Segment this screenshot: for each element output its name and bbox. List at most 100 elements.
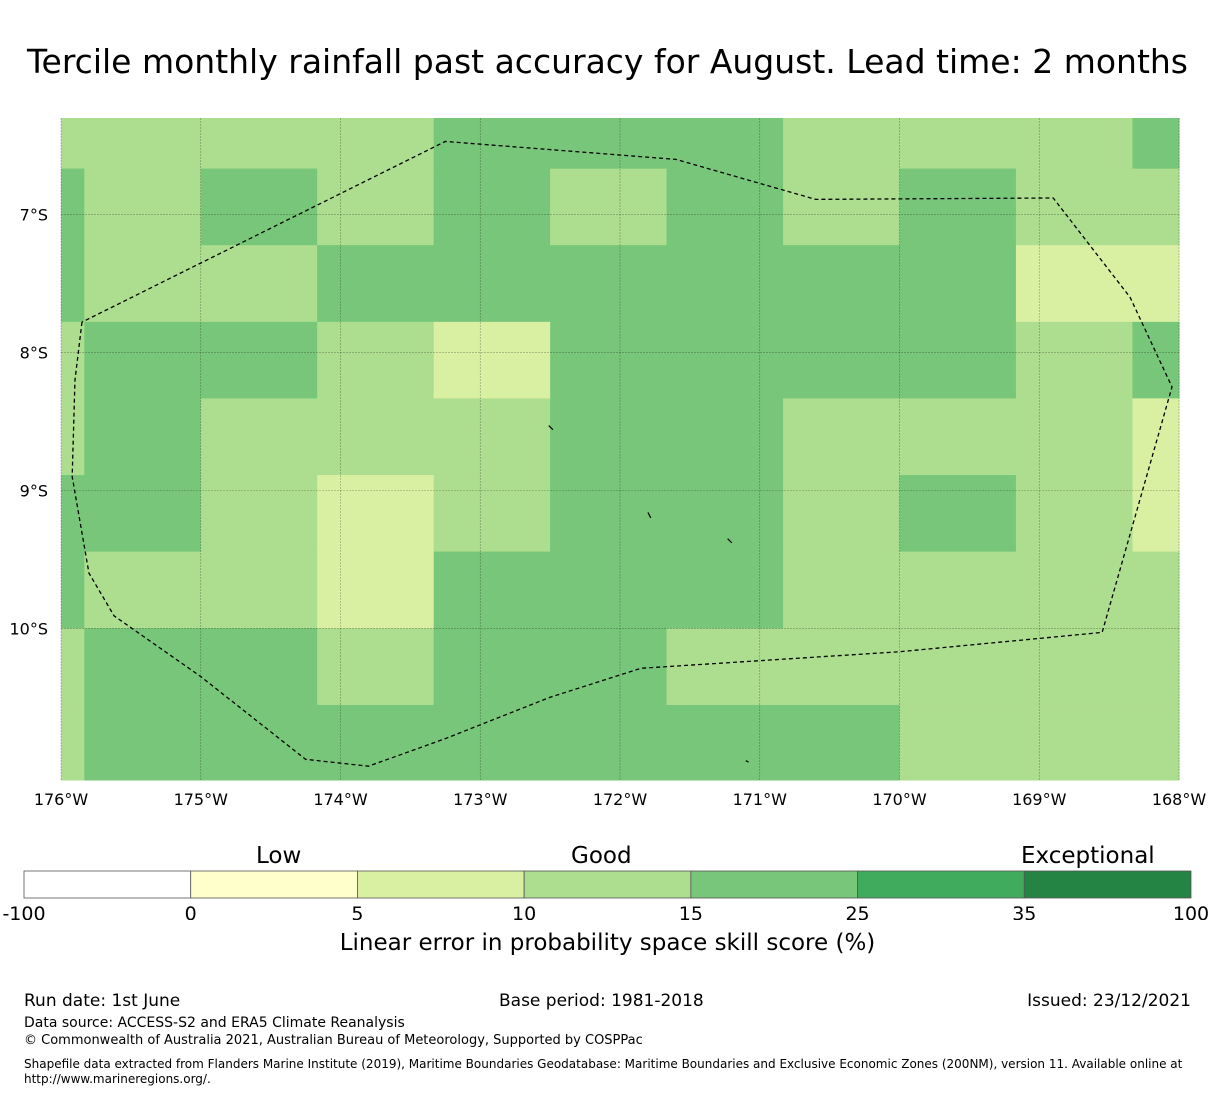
skill-cell xyxy=(61,704,85,781)
skill-cells xyxy=(61,118,1180,781)
skill-cell xyxy=(200,475,318,553)
lat-tick-label: 9°S xyxy=(20,481,48,500)
colorbar-tick-label: 10 xyxy=(512,903,536,920)
colorbar-ticks: -100 0 5 10 15 25 35 100 xyxy=(2,903,1209,920)
colorbar-tick-label: 5 xyxy=(351,903,363,920)
skill-cell xyxy=(433,704,551,781)
colorbar-label: Linear error in probability space skill … xyxy=(339,930,876,956)
skill-cell xyxy=(317,168,435,246)
skill-cell xyxy=(1132,551,1180,629)
skill-cell xyxy=(550,704,668,781)
skill-cell xyxy=(61,321,85,399)
skill-cell xyxy=(84,551,202,629)
skill-cell xyxy=(666,245,784,323)
skill-cell xyxy=(783,628,900,706)
island xyxy=(727,538,733,544)
skill-cell xyxy=(666,321,784,399)
colorbar-tick-label: 35 xyxy=(1012,903,1036,920)
skill-cell xyxy=(84,704,202,781)
skill-cell xyxy=(1015,551,1133,629)
lon-tick-label: 174°W xyxy=(313,790,368,809)
eez-boundary xyxy=(71,140,1173,767)
skill-cell xyxy=(550,168,668,246)
skill-cell xyxy=(783,118,900,170)
colorbar-segment xyxy=(190,870,358,899)
colorbar-tick-label: 25 xyxy=(845,903,869,920)
skill-cell xyxy=(550,245,668,323)
skill-cell xyxy=(84,168,202,246)
skill-cell xyxy=(1132,398,1180,476)
map-title: Tercile monthly rainfall past accuracy f… xyxy=(26,42,1188,81)
lat-tick-label: 7°S xyxy=(20,206,48,225)
colorbar-segment xyxy=(857,870,1025,899)
skill-cell xyxy=(433,628,551,706)
skill-cell xyxy=(666,704,784,781)
skill-cell xyxy=(61,475,85,553)
skill-cell xyxy=(433,168,551,246)
skill-cell xyxy=(200,398,318,476)
skill-cell xyxy=(200,704,318,781)
skill-cell xyxy=(899,321,1017,399)
colorbar-segment xyxy=(690,870,858,899)
skill-cell xyxy=(61,168,85,246)
skill-cell xyxy=(666,628,784,706)
skill-cell xyxy=(200,118,318,170)
lon-tick-label: 176°W xyxy=(34,790,89,809)
skill-cell xyxy=(433,321,551,399)
base-period: Base period: 1981-2018 xyxy=(499,991,704,1011)
skill-cell xyxy=(1015,245,1133,323)
lon-tick-label: 171°W xyxy=(733,790,788,809)
skill-cell xyxy=(1132,118,1180,170)
skill-cell xyxy=(84,475,202,553)
skill-cell xyxy=(61,118,85,170)
skill-cell xyxy=(61,245,85,323)
skill-cell xyxy=(899,168,1017,246)
colorbar-segment xyxy=(523,870,692,899)
skill-cell xyxy=(84,628,202,706)
colorbar-segment xyxy=(357,870,525,899)
skill-cell xyxy=(84,321,202,399)
skill-cell xyxy=(84,118,202,170)
island xyxy=(745,760,749,763)
lon-tick-label: 173°W xyxy=(453,790,508,809)
run-date: Run date: 1st June xyxy=(24,991,181,1011)
skill-cell xyxy=(200,321,318,399)
colorbar-segment xyxy=(1023,870,1192,899)
skill-cell xyxy=(61,628,85,706)
lon-tick-label: 168°W xyxy=(1152,790,1207,809)
skill-cell xyxy=(1015,628,1133,706)
lat-tick-label: 10°S xyxy=(9,619,48,638)
skill-cell xyxy=(317,475,435,553)
skill-cell xyxy=(783,168,900,246)
skill-cell xyxy=(433,245,551,323)
skill-cell xyxy=(433,551,551,629)
skill-cell xyxy=(1132,245,1180,323)
lon-tick-label: 172°W xyxy=(593,790,648,809)
skill-cell xyxy=(550,551,668,629)
category-low: Low xyxy=(256,843,302,869)
colorbar-tick-label: -100 xyxy=(2,903,45,920)
skill-cell xyxy=(84,398,202,476)
gridlines xyxy=(60,118,1180,780)
skill-cell xyxy=(433,398,551,476)
colorbar-segments xyxy=(23,870,1192,899)
lon-tick-labels: 176°W 175°W 174°W 173°W 172°W 171°W 170°W 169°W… xyxy=(34,790,1207,809)
skill-cell xyxy=(899,118,1017,170)
colorbar-tick-label: 100 xyxy=(1173,903,1209,920)
skill-cell xyxy=(200,245,318,323)
skill-cell xyxy=(783,398,900,476)
skill-cell xyxy=(899,704,1017,781)
skill-cell xyxy=(899,628,1017,706)
skill-cell xyxy=(61,551,85,629)
skill-cell xyxy=(317,628,435,706)
colorbar-segment xyxy=(23,870,192,899)
skill-cell xyxy=(783,475,900,553)
skill-cell xyxy=(899,245,1017,323)
skill-cell xyxy=(317,704,435,781)
skill-cell xyxy=(84,245,202,323)
islands xyxy=(548,425,749,763)
skill-cell xyxy=(317,245,435,323)
lon-tick-label: 169°W xyxy=(1012,790,1067,809)
issued-date: Issued: 23/12/2021 xyxy=(1027,991,1191,1011)
skill-cell xyxy=(1015,475,1133,553)
